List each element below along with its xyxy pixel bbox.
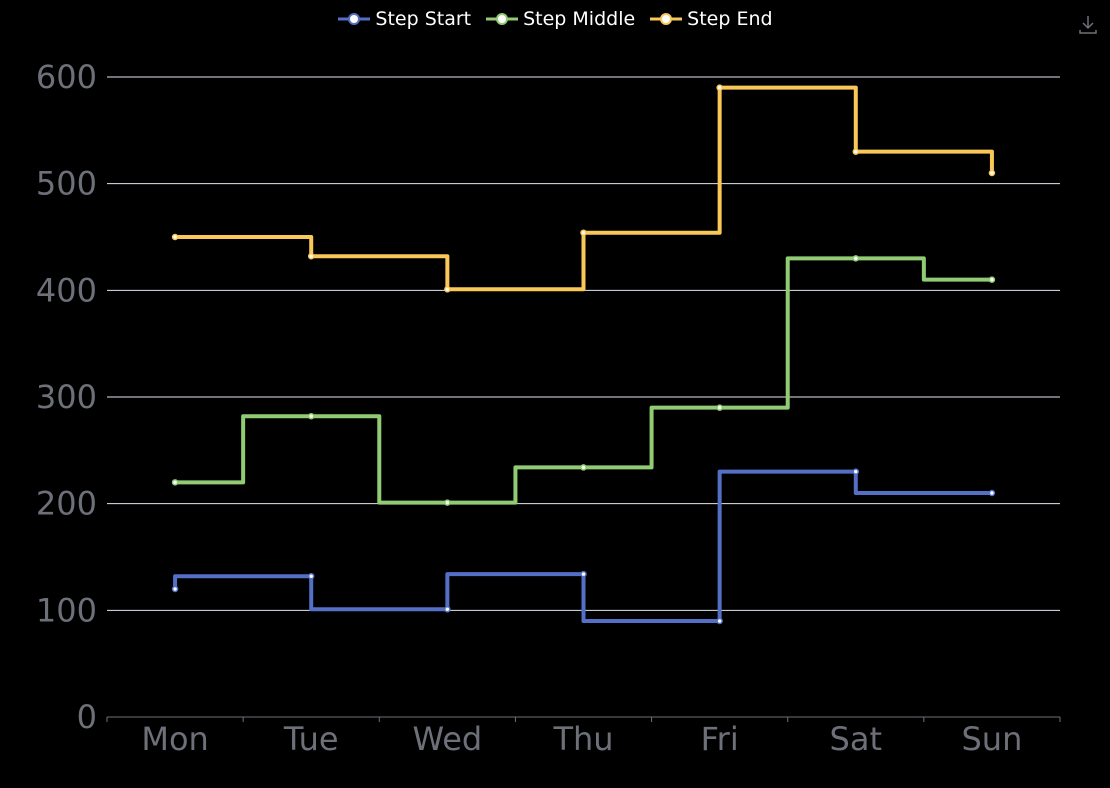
- data-point: [307, 572, 315, 580]
- y-tick-label: 100: [36, 591, 97, 629]
- data-point: [716, 84, 723, 91]
- legend-item[interactable]: Step Start: [337, 8, 471, 30]
- x-tick-label: Sun: [961, 720, 1022, 758]
- data-point: [444, 286, 451, 293]
- x-tick-label: Thu: [552, 720, 613, 758]
- y-tick-label: 500: [36, 165, 97, 203]
- x-tick-label: Fri: [701, 720, 739, 758]
- legend-label: Step Start: [375, 8, 472, 30]
- data-point: [852, 255, 860, 262]
- x-tick-label: Wed: [412, 720, 482, 758]
- chart-legend: Step Start Step Middle Step End: [0, 8, 1110, 30]
- data-point: [988, 489, 996, 497]
- data-point: [580, 570, 587, 578]
- legend-swatch: [486, 13, 519, 25]
- y-tick-label: 600: [36, 58, 97, 96]
- x-tick-label: Tue: [283, 720, 339, 758]
- data-point: [307, 412, 315, 420]
- y-tick-label: 300: [36, 378, 97, 416]
- legend-label: Step End: [687, 8, 773, 30]
- x-tick-label: Mon: [141, 720, 208, 758]
- y-tick-label: 0: [77, 698, 97, 736]
- data-point: [171, 585, 179, 593]
- data-point: [171, 479, 179, 486]
- data-point: [444, 499, 451, 506]
- data-point: [580, 464, 587, 471]
- data-point: [444, 606, 451, 613]
- data-point: [716, 617, 723, 625]
- y-tick-label: 400: [36, 271, 97, 309]
- data-point: [171, 233, 179, 241]
- legend-item[interactable]: Step Middle: [485, 8, 635, 30]
- data-point: [988, 276, 996, 283]
- legend-swatch: [338, 13, 371, 25]
- data-point: [852, 148, 860, 155]
- data-point: [852, 468, 860, 475]
- download-icon[interactable]: [1078, 14, 1098, 36]
- data-point: [716, 404, 723, 411]
- y-tick-label: 200: [36, 485, 97, 523]
- legend-swatch: [650, 13, 683, 25]
- legend-label: Step Middle: [523, 8, 636, 30]
- x-tick-label: Sat: [830, 720, 882, 758]
- legend-item[interactable]: Step End: [649, 8, 773, 30]
- data-point: [988, 169, 996, 177]
- data-point: [580, 229, 587, 236]
- series-line-step-start: [173, 469, 992, 623]
- data-point: [307, 252, 315, 260]
